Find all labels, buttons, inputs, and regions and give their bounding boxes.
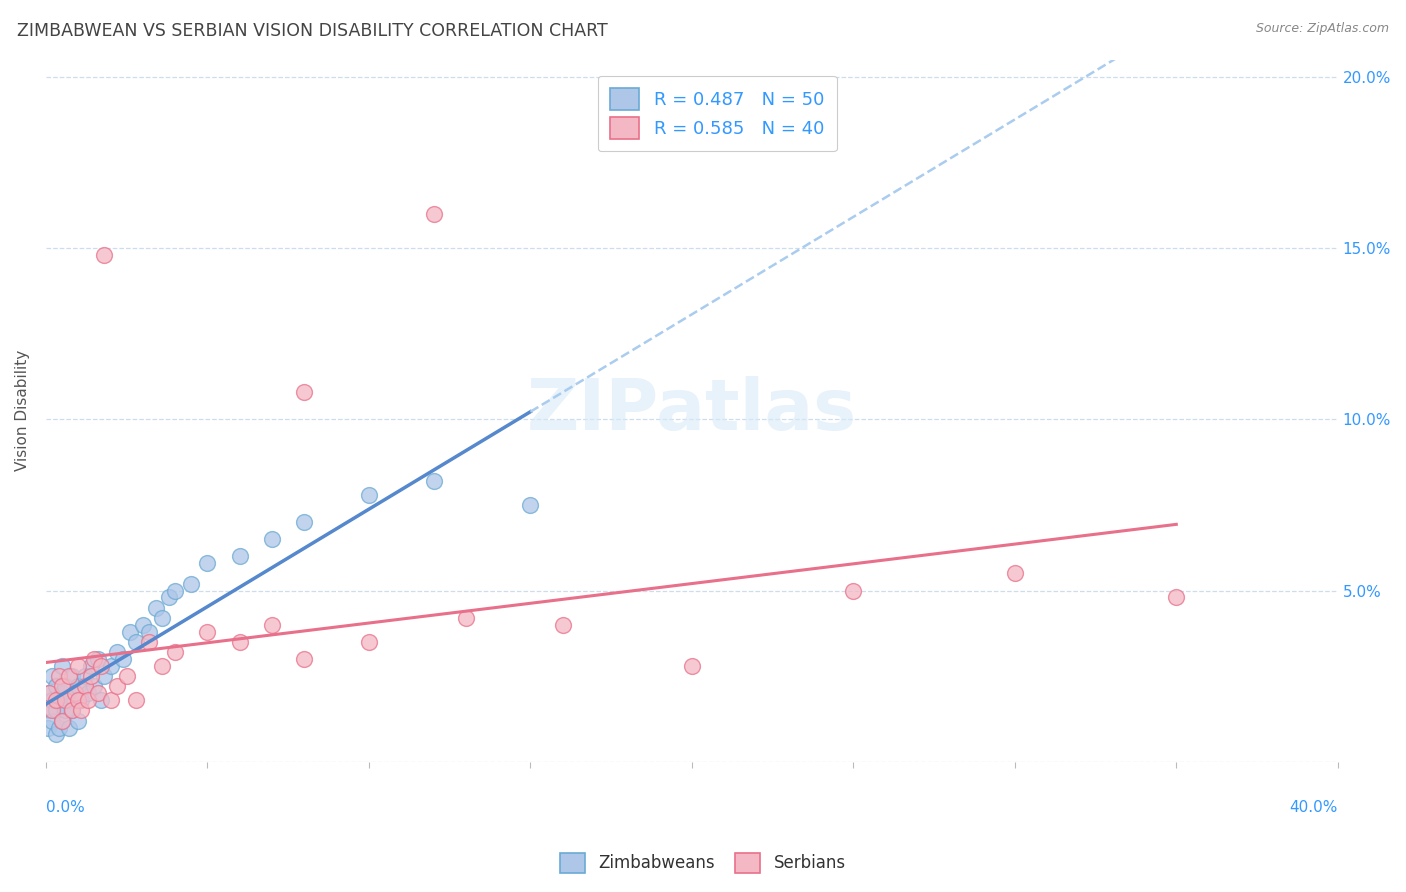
Point (105, 680, 128, 694)
Point (67, 680, 90, 694)
Point (70, 703, 93, 717)
Point (48, 721, 70, 735)
Point (842, 583, 865, 598)
Point (150, 611, 173, 625)
Point (58, 721, 80, 735)
Text: Source: ZipAtlas.com: Source: ZipAtlas.com (1256, 22, 1389, 36)
Text: ZIMBABWEAN VS SERBIAN VISION DISABILITY CORRELATION CHART: ZIMBABWEAN VS SERBIAN VISION DISABILITY … (17, 22, 607, 40)
Text: ZIPatlas: ZIPatlas (527, 376, 856, 445)
Point (292, 515, 315, 529)
Point (100, 658, 122, 673)
Point (80, 669, 103, 683)
Point (551, 617, 574, 632)
Point (51, 658, 73, 673)
Point (357, 487, 380, 501)
Point (118, 624, 141, 639)
Point (260, 617, 283, 632)
Point (53, 703, 76, 717)
Point (260, 532, 283, 546)
Point (138, 624, 160, 639)
Point (63, 686, 86, 700)
Point (125, 635, 148, 649)
Point (229, 635, 252, 649)
Point (48, 669, 70, 683)
Point (83, 680, 105, 694)
Y-axis label: Vision Disability: Vision Disability (15, 350, 30, 471)
Point (48, 693, 70, 707)
Point (73, 669, 96, 683)
Point (93, 669, 115, 683)
Point (165, 645, 187, 659)
Point (38, 686, 60, 700)
Point (53, 680, 76, 694)
Point (58, 669, 80, 683)
Point (292, 652, 315, 666)
Point (132, 617, 155, 632)
Point (229, 549, 252, 564)
Point (38, 686, 60, 700)
Point (100, 693, 122, 707)
Point (292, 384, 315, 399)
Point (77, 693, 100, 707)
Point (357, 635, 380, 649)
Point (70, 693, 93, 707)
Point (51, 714, 73, 728)
Point (165, 583, 187, 598)
Point (51, 686, 73, 700)
Point (60, 703, 83, 717)
Point (51, 680, 73, 694)
Point (90, 658, 112, 673)
Point (67, 693, 90, 707)
Legend: R = 0.487   N = 50, R = 0.585   N = 40: R = 0.487 N = 50, R = 0.585 N = 40 (598, 76, 837, 152)
Point (1166, 591, 1188, 605)
Point (45, 680, 67, 694)
Point (67, 714, 90, 728)
Point (157, 591, 180, 605)
Point (93, 248, 115, 262)
Point (197, 624, 219, 639)
Point (519, 498, 541, 512)
Point (90, 693, 112, 707)
Point (86, 686, 108, 700)
Point (58, 693, 80, 707)
Point (60, 703, 83, 717)
Point (45, 693, 67, 707)
Point (37, 721, 59, 735)
Point (422, 474, 444, 488)
Point (67, 658, 90, 673)
Point (180, 576, 202, 591)
Point (83, 652, 105, 666)
Point (80, 658, 103, 673)
Point (112, 652, 135, 666)
Point (45, 703, 67, 717)
Point (86, 652, 108, 666)
Point (51, 714, 73, 728)
Point (138, 635, 160, 649)
Point (422, 207, 444, 221)
Text: 0.0%: 0.0% (46, 800, 84, 815)
Point (681, 658, 703, 673)
Point (115, 669, 138, 683)
Point (38, 703, 60, 717)
Point (53, 693, 76, 707)
Point (197, 556, 219, 570)
Point (1004, 566, 1026, 581)
Point (125, 693, 148, 707)
Point (45, 727, 67, 741)
Point (41, 703, 63, 717)
Point (41, 693, 63, 707)
Point (145, 600, 167, 615)
Text: 40.0%: 40.0% (1289, 800, 1337, 815)
Point (454, 611, 477, 625)
Point (63, 686, 86, 700)
Point (77, 686, 100, 700)
Point (150, 658, 173, 673)
Legend: Zimbabweans, Serbians: Zimbabweans, Serbians (554, 847, 852, 880)
Point (60, 669, 83, 683)
Point (73, 680, 96, 694)
Point (105, 645, 128, 659)
Point (41, 714, 63, 728)
Point (41, 669, 63, 683)
